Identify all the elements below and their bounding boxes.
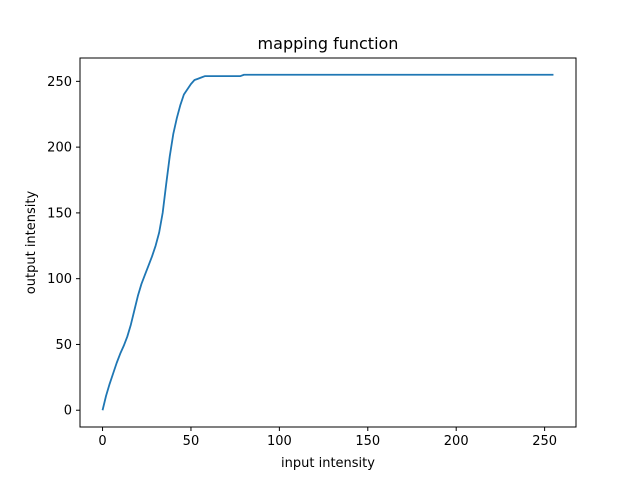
- x-tick-label: 150: [355, 434, 380, 449]
- plot-frame: [79, 57, 577, 428]
- x-tick-label: 50: [183, 434, 200, 449]
- x-axis-label: input intensity: [281, 456, 375, 471]
- y-tick-label: 200: [47, 141, 72, 156]
- y-axis-label: output intensity: [24, 191, 39, 295]
- x-tick-label: 0: [98, 434, 106, 449]
- y-tick-label: 0: [64, 404, 72, 419]
- y-tick-label: 50: [55, 338, 72, 353]
- series-layer: [101, 73, 554, 411]
- x-axis-ticks: 0 50 100 150 200 250: [98, 427, 557, 449]
- x-tick-label: 100: [267, 434, 292, 449]
- y-tick-label: 100: [47, 272, 72, 287]
- y-tick-label: 150: [47, 206, 72, 221]
- y-axis-ticks: 0 50 100 150 200 250: [47, 75, 80, 419]
- chart-title: mapping function: [258, 34, 399, 53]
- x-tick-label: 200: [444, 434, 469, 449]
- y-tick-label: 250: [47, 75, 72, 90]
- series-line: [101, 73, 554, 411]
- x-tick-label: 250: [532, 434, 557, 449]
